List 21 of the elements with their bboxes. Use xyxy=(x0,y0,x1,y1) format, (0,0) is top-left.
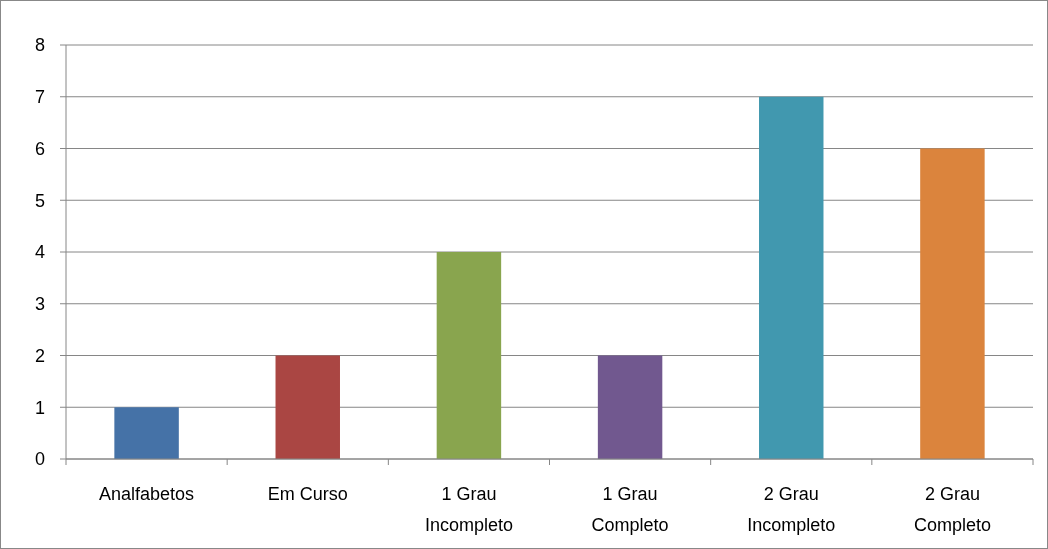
x-tick-label: 1 Grau Completo xyxy=(591,484,669,535)
bar xyxy=(759,96,824,459)
bar xyxy=(436,252,502,459)
bar xyxy=(597,355,663,459)
y-tick-label: 3 xyxy=(34,294,46,315)
bar xyxy=(920,148,985,459)
x-tick-label: 1 Grau Incompleto xyxy=(424,484,513,535)
y-tick-label: 8 xyxy=(34,35,46,56)
x-tick-label: Em Curso xyxy=(267,484,348,504)
y-tick-label: 0 xyxy=(34,449,46,470)
bar xyxy=(114,407,179,459)
y-tick-label: 4 xyxy=(34,242,46,263)
y-tick-label: 2 xyxy=(34,345,46,366)
y-tick-label: 7 xyxy=(34,87,46,108)
x-tick-label: 2 Grau Incompleto xyxy=(747,484,836,535)
x-tick-label: 2 Grau Completo xyxy=(913,484,991,535)
bar xyxy=(275,355,340,459)
y-tick-label: 1 xyxy=(34,397,46,418)
y-tick-label: 6 xyxy=(34,138,46,159)
y-tick-label: 5 xyxy=(34,190,46,211)
x-tick-label: Analfabetos xyxy=(99,484,195,504)
